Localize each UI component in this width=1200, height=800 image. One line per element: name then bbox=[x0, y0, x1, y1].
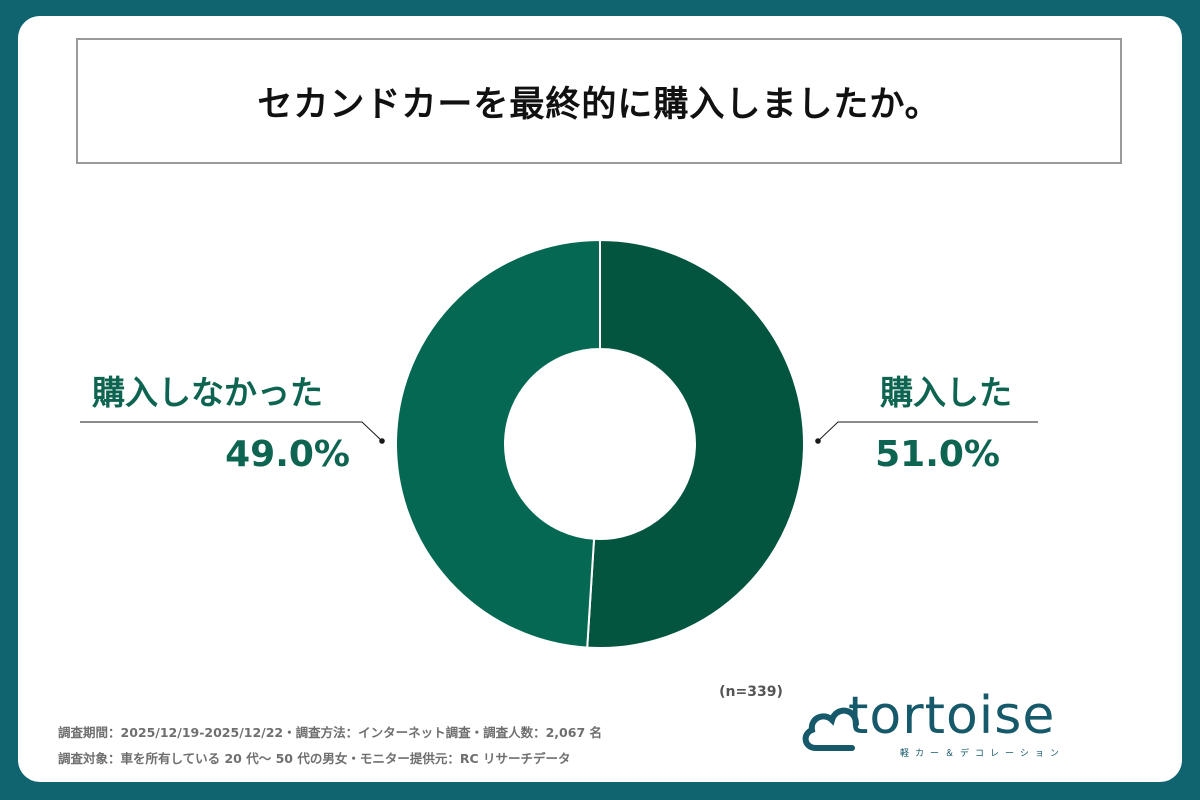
card: セカンドカーを最終的に購入しましたか。 bbox=[18, 16, 1182, 782]
donut-slice-not-purchased bbox=[395, 238, 601, 649]
leader-dot-purchased bbox=[815, 438, 821, 444]
logo-subtitle: 軽カー＆デコレーション bbox=[900, 749, 1065, 759]
donut-labels: 購入した 51.0% 購入しなかった 49.0% (n=339) bbox=[80, 373, 1038, 700]
footer-survey-target: 調査対象：車を所有している 20 代〜 50 代の男女・モニター提供元：RC リ… bbox=[58, 751, 571, 766]
footer-survey-period: 調査期間：2025/12/19-2025/12/22・調査方法：インターネット調… bbox=[58, 725, 603, 740]
tortoise-logo: tortoise 軽カー＆デコレーション bbox=[800, 686, 1120, 759]
title-box: セカンドカーを最終的に購入しましたか。 bbox=[76, 38, 1122, 164]
cloud-icon bbox=[802, 707, 859, 751]
logo-wordmark: tortoise bbox=[848, 686, 1056, 746]
donut-slice-purchased bbox=[586, 238, 806, 649]
value-purchased: 51.0% bbox=[875, 434, 1000, 475]
label-purchased: 購入した bbox=[880, 373, 1012, 412]
donut-slices bbox=[395, 238, 806, 649]
leader-line-purchased bbox=[817, 421, 1038, 442]
chart-title: セカンドカーを最終的に購入しましたか。 bbox=[257, 84, 941, 125]
leader-line-not-purchased bbox=[80, 421, 383, 442]
label-not-purchased: 購入しなかった bbox=[92, 373, 323, 412]
sample-size-note: (n=339) bbox=[719, 684, 783, 700]
value-not-purchased: 49.0% bbox=[225, 434, 350, 475]
leader-dot-not-purchased bbox=[379, 438, 385, 444]
